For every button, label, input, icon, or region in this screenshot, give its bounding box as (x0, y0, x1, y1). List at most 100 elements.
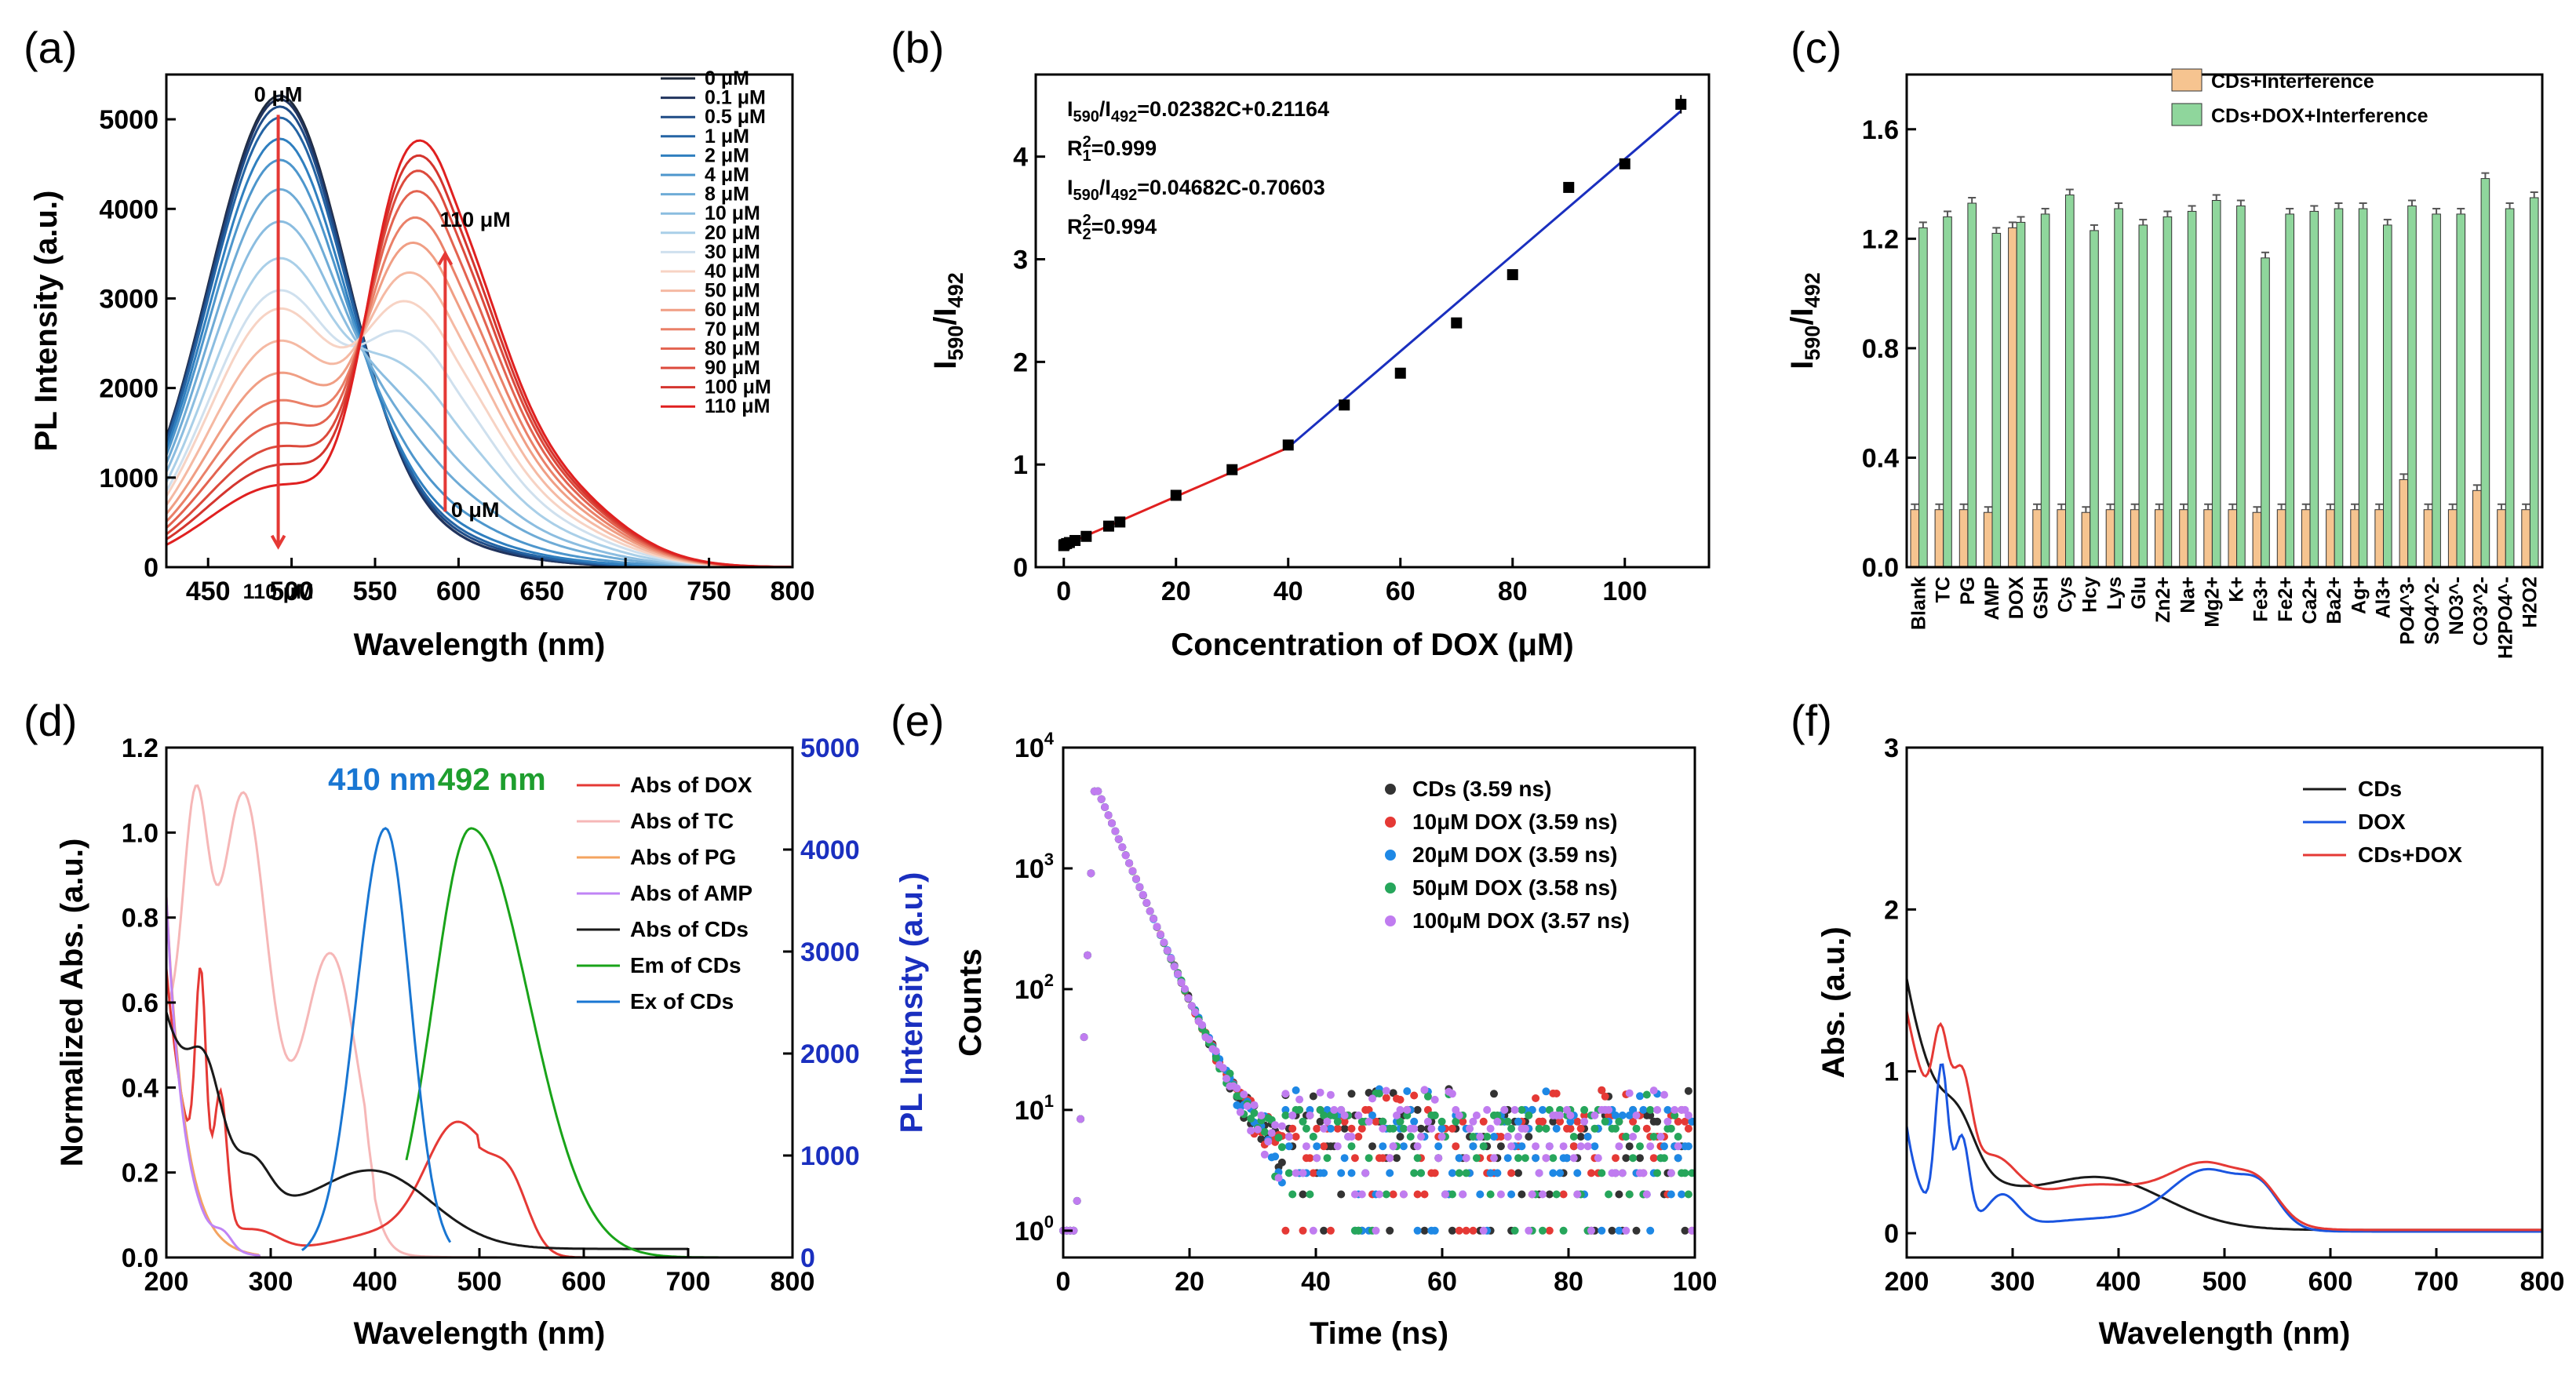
y2-tick-label: 0 (800, 1243, 815, 1273)
category-label: Ba2+ (2323, 577, 2345, 624)
decay-point (1306, 1190, 1314, 1199)
decay-point (1549, 1154, 1558, 1163)
decay-point (1642, 1090, 1651, 1099)
decay-point (1198, 1021, 1207, 1029)
x-tick-label: 600 (436, 577, 481, 606)
eq-part: I (1067, 176, 1073, 199)
legend-label: 110 μM (705, 395, 770, 417)
category-label: Fe2+ (2275, 577, 2297, 622)
decay-point (1260, 1150, 1269, 1159)
decay-point (1462, 1226, 1470, 1235)
decay-point (1642, 1124, 1651, 1133)
decay-point (1642, 1190, 1651, 1199)
y-axis-label: PL Intensity (a.u.) (29, 191, 64, 452)
decay-point (1267, 1129, 1276, 1137)
bar (2203, 509, 2213, 568)
y-tick-label: 2 (1013, 348, 1028, 377)
decay-point (1271, 1152, 1280, 1161)
decay-point (1379, 1117, 1387, 1126)
bar (2065, 195, 2075, 568)
decay-point (1347, 1090, 1356, 1098)
decay-point (1469, 1226, 1477, 1235)
decay-point (1569, 1133, 1578, 1141)
annotation-0uM-bottom: 0 μM (451, 498, 500, 522)
y2-tick-label: 3000 (800, 937, 860, 967)
category-label: PO4^3- (2397, 577, 2419, 645)
y-tick-label: 3 (1884, 733, 1899, 763)
decay-point (1399, 1190, 1408, 1199)
spectrum-line (165, 300, 791, 569)
line-cds (1905, 978, 2542, 1232)
y-tick-label: 3000 (99, 284, 158, 314)
decay-point (1649, 1133, 1658, 1141)
spectra-group (165, 94, 791, 569)
category-label: NO3^- (2446, 577, 2468, 635)
decay-point (1486, 1124, 1495, 1133)
y-tick-label: 1.2 (122, 733, 158, 763)
decay-point (1299, 1117, 1307, 1126)
decay-point (1306, 1154, 1314, 1163)
decay-point (1222, 1075, 1231, 1083)
decay-point (1462, 1154, 1470, 1163)
decay-point (1365, 1089, 1373, 1097)
decay-point (1410, 1117, 1419, 1126)
decay-point (1684, 1124, 1692, 1133)
decay-point (1277, 1158, 1286, 1166)
category-label: CO3^2- (2470, 577, 2492, 646)
y-tick-label: 1 (1884, 1057, 1899, 1087)
bar (1934, 509, 1944, 568)
decay-point (1549, 1117, 1558, 1126)
x-tick-label: 20 (1175, 1267, 1204, 1297)
data-point (1339, 399, 1350, 411)
decay-point (1674, 1133, 1682, 1141)
decay-point (1320, 1169, 1328, 1177)
decay-point (1576, 1133, 1585, 1141)
decay-point (1608, 1226, 1616, 1235)
decay-point (1399, 1142, 1408, 1151)
decay-point (1125, 859, 1134, 868)
tick-base: 10 (1015, 1096, 1044, 1126)
decay-point (1417, 1133, 1425, 1141)
category-label: K+ (2226, 577, 2248, 602)
decay-point (1452, 1117, 1460, 1126)
decay-point (1545, 1142, 1554, 1151)
r-sup: 2 (1083, 212, 1091, 229)
decay-point (1413, 1105, 1422, 1114)
decay-point (1667, 1169, 1675, 1177)
x-tick-label: 800 (2520, 1267, 2565, 1297)
decay-point (1177, 978, 1186, 987)
decay-point (1612, 1124, 1620, 1133)
decay-point (1493, 1117, 1502, 1126)
x-tick-label: 500 (457, 1267, 502, 1297)
decay-point (1681, 1226, 1689, 1235)
decay-point (1160, 938, 1168, 947)
bar (2350, 509, 2359, 568)
x-tick-label: 800 (771, 577, 815, 606)
decay-point (1434, 1142, 1443, 1151)
decay-point (1535, 1124, 1543, 1133)
equation-1: I590/I492=0.02382C+0.21164 (1067, 97, 1329, 126)
decay-point (1639, 1169, 1648, 1177)
decay-point (1403, 1087, 1412, 1095)
decay-point (1455, 1169, 1463, 1177)
decay-point (1372, 1226, 1380, 1235)
decay-point (1514, 1169, 1522, 1177)
y-tick-label: 0.0 (1862, 553, 1899, 583)
decay-point (1507, 1190, 1516, 1199)
r-part: =0.994 (1091, 215, 1157, 238)
decay-point (1455, 1111, 1463, 1119)
category-label: DOX (2006, 577, 2028, 620)
decay-point (1441, 1190, 1449, 1199)
decay-point (1663, 1105, 1672, 1114)
decay-point (1479, 1117, 1488, 1126)
decay-point (1496, 1133, 1505, 1141)
decay-point (1323, 1154, 1332, 1163)
decay-point (1472, 1154, 1481, 1163)
bar (2521, 509, 2530, 568)
decay-point (1340, 1117, 1349, 1126)
decay-point (1350, 1190, 1359, 1199)
decay-point (1510, 1105, 1519, 1114)
bar (2155, 509, 2164, 568)
decay-point (1539, 1117, 1547, 1126)
decay-point (1448, 1169, 1456, 1177)
